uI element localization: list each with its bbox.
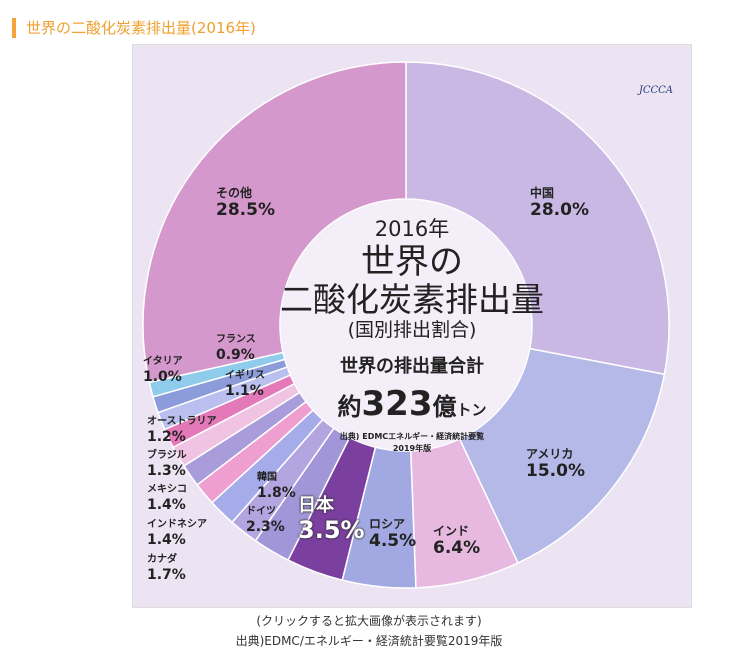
slice-0 [405, 61, 670, 376]
slice-15 [142, 61, 407, 384]
source-caption: 出典)EDMC/エネルギー・経済統計要覧2019年版 [235, 634, 503, 648]
slice-label-15: その他 28.5% [216, 187, 275, 219]
slice-label-13: イタリア 1.0% [143, 356, 183, 385]
slice-value: 1.0% [143, 369, 182, 385]
slice-value: 1.2% [147, 429, 186, 445]
slice-label-7: カナダ 1.7% [147, 554, 186, 583]
slice-name: アメリカ [526, 447, 574, 461]
slice-name: 韓国 [257, 472, 277, 483]
slice-value: 1.7% [147, 567, 186, 583]
center-source-edition: 2019年版 [392, 444, 432, 453]
slice-value: 15.0% [526, 461, 585, 481]
center-total: 約323億トン [133, 387, 691, 421]
click-caption: (クリックすると拡大画像が表示されます) [256, 614, 482, 628]
slice-label-8: インドネシア 1.4% [147, 519, 207, 548]
slice-label-6: 韓国 1.8% [257, 472, 296, 501]
slice-label-10: ブラジル 1.3% [147, 450, 187, 479]
slice-name: インド [433, 524, 470, 538]
slice-label-5: ドイツ 2.3% [246, 506, 285, 535]
slice-value: 0.9% [216, 347, 255, 363]
slice-value: 1.4% [147, 532, 186, 548]
slice-name: 中国 [530, 186, 555, 200]
center-subtitle: (国別排出割合) [347, 319, 477, 341]
slice-label-3: ロシア 4.5% [369, 518, 416, 550]
center-total-label: 世界の排出量合計 [340, 356, 484, 377]
slice-name: ドイツ [246, 506, 276, 517]
slice-name: その他 [216, 186, 253, 200]
slice-label-4: 日本 3.5% [298, 495, 365, 544]
slice-label-14: フランス 0.9% [216, 334, 256, 363]
slice-label-2: インド 6.4% [433, 525, 480, 557]
center-circle [281, 200, 531, 450]
slice-value: 1.3% [147, 463, 186, 479]
slice-value: 4.5% [369, 531, 417, 551]
slice-label-1: アメリカ 15.0% [526, 448, 585, 480]
total-unit: 億 [432, 393, 457, 421]
total-value: 323 [361, 384, 433, 424]
slice-name: イタリア [143, 356, 183, 367]
slice-value: 1.8% [257, 485, 296, 501]
slice-name: インドネシア [147, 519, 207, 530]
chart-image[interactable]: JCCCA 中国 28.0% アメリカ 15.0% インド 6.4% ロシア 4.5% 日本 3.… [132, 44, 692, 608]
center-title2: 二酸化炭素排出量 [280, 280, 544, 319]
center-title1: 世界の [361, 242, 463, 282]
slice-label-12: イギリス 1.1% [225, 370, 265, 399]
slice-name: カナダ [147, 554, 177, 565]
slice-name: ロシア [369, 517, 406, 531]
slice-value: 2.3% [246, 519, 285, 535]
slice-label-9: メキシコ 1.4% [147, 484, 187, 513]
slice-name: メキシコ [147, 484, 187, 495]
slice-name: ブラジル [147, 450, 187, 461]
slice-value: 6.4% [433, 538, 481, 558]
slice-name: 日本 [298, 495, 334, 516]
center-year: 2016年 [374, 217, 450, 241]
slice-name: フランス [216, 334, 256, 345]
slice-value: 1.4% [147, 497, 186, 513]
slice-name: オーストラリア [147, 416, 217, 427]
total-prefix: 約 [337, 393, 362, 421]
logo: JCCCA [638, 85, 673, 96]
slice-value: 28.0% [530, 200, 589, 220]
slice-value: 3.5% [298, 516, 365, 544]
slice-value: 1.1% [225, 383, 264, 399]
slice-name: イギリス [225, 370, 265, 381]
donut-chart [142, 61, 670, 589]
slice-1 [458, 347, 666, 564]
total-unit2: トン [456, 401, 487, 419]
slice-value: 28.5% [216, 200, 275, 220]
slice-label-11: オーストラリア 1.2% [147, 416, 217, 445]
center-source: 出典) EDMCエネルギー・経済統計要覧 [339, 432, 485, 441]
slice-label-0: 中国 28.0% [530, 187, 589, 219]
page-title: 世界の二酸化炭素排出量(2016年) [12, 18, 256, 38]
